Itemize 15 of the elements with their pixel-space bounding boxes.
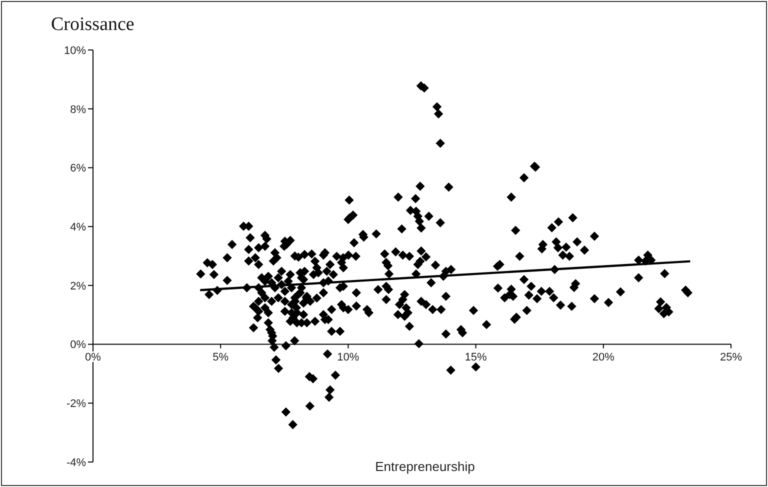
x-tick-label: 25% (720, 351, 742, 364)
y-axis-title: Croissance (51, 14, 134, 35)
y-tick-label: 8% (70, 104, 86, 116)
y-tick-label: 2% (70, 280, 86, 292)
y-tick-label: 4% (70, 221, 86, 234)
x-tick-label: 15% (464, 351, 488, 364)
y-tick-label: -4% (66, 456, 86, 469)
y-tick-label: 6% (70, 162, 86, 175)
y-tick-label: -2% (66, 398, 86, 410)
x-tick-label: 5% (212, 351, 229, 364)
x-tick-label: 10% (337, 351, 360, 364)
y-tick-label: 0% (70, 339, 86, 352)
x-axis-title: Entrepreneurship (375, 459, 475, 474)
y-tick-label: 10% (64, 44, 86, 57)
x-tick-label: 20% (592, 351, 615, 364)
